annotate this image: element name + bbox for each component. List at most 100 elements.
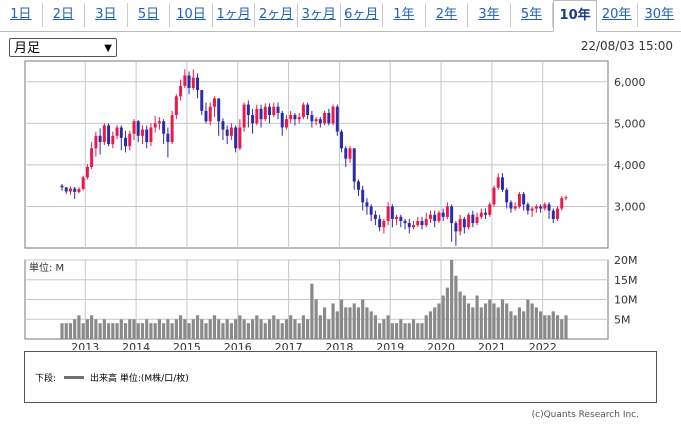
volume-bar xyxy=(526,299,530,339)
candle-body xyxy=(539,206,543,209)
x-tick-label: 2021 xyxy=(478,341,506,350)
candle-body xyxy=(259,108,263,120)
candle-body xyxy=(534,206,538,209)
candle-body xyxy=(433,214,437,221)
tab-5日[interactable]: 5日 xyxy=(128,3,171,27)
candle-body xyxy=(115,127,119,136)
candle-body xyxy=(441,212,445,217)
candle-body xyxy=(204,110,208,122)
volume-bar xyxy=(428,311,433,339)
candle-body xyxy=(191,77,195,89)
volume-bar xyxy=(301,315,305,339)
volume-bar xyxy=(145,319,149,339)
tab-2ヶ月[interactable]: 2ヶ月 xyxy=(255,3,298,27)
candle-body xyxy=(403,220,407,224)
tab-20年[interactable]: 20年 xyxy=(596,3,639,27)
candle-body xyxy=(335,106,339,132)
candle-body xyxy=(369,206,373,215)
candle-body xyxy=(238,127,242,149)
x-tick-label: 2013 xyxy=(71,341,99,350)
tab-1日[interactable]: 1日 xyxy=(0,3,43,27)
volume-bar xyxy=(555,315,560,339)
volume-bar xyxy=(217,319,221,339)
tab-3日[interactable]: 3日 xyxy=(85,3,128,27)
candle-body xyxy=(356,181,360,190)
candle-body xyxy=(73,188,77,192)
volume-bar xyxy=(348,307,352,339)
volume-tick-label: 5M xyxy=(614,313,631,326)
tab-2年[interactable]: 2年 xyxy=(426,3,469,27)
candle-body xyxy=(500,177,504,190)
volume-bar xyxy=(251,319,255,339)
volume-bar xyxy=(191,319,195,339)
tab-10年[interactable]: 10年 xyxy=(553,0,597,32)
volume-bar xyxy=(356,307,361,339)
volume-bar xyxy=(547,315,551,339)
candle-body xyxy=(479,212,483,217)
tab-6ヶ月[interactable]: 6ヶ月 xyxy=(341,3,384,27)
x-tick-label: 2014 xyxy=(122,341,150,350)
volume-bar xyxy=(153,323,157,339)
price-panel xyxy=(24,60,609,249)
candle-body xyxy=(255,108,259,124)
volume-bar xyxy=(339,299,344,339)
volume-bar xyxy=(195,315,200,339)
volume-bar xyxy=(166,319,170,339)
volume-bar xyxy=(539,311,543,339)
volume-bar xyxy=(94,319,98,339)
candle-body xyxy=(445,206,449,217)
tab-5年[interactable]: 5年 xyxy=(511,3,554,27)
volume-bar xyxy=(204,323,208,339)
volume-bar xyxy=(64,323,68,339)
candle-body xyxy=(314,119,318,122)
candle-body xyxy=(420,220,424,226)
candle-body xyxy=(331,106,335,124)
volume-bar xyxy=(107,323,111,339)
candle-body xyxy=(454,223,458,232)
candle-body xyxy=(462,218,466,228)
candle-body xyxy=(268,106,272,116)
candle-body xyxy=(407,223,411,228)
candle-body xyxy=(509,202,513,209)
candle-body xyxy=(246,104,250,116)
tab-3ヶ月[interactable]: 3ヶ月 xyxy=(298,3,341,27)
candle-body xyxy=(522,193,526,205)
legend-volume-swatch xyxy=(64,376,84,379)
candle-body xyxy=(174,96,178,116)
volume-bar xyxy=(458,291,462,339)
candle-body xyxy=(318,119,322,124)
volume-bar xyxy=(149,323,153,339)
tab-1ヶ月[interactable]: 1ヶ月 xyxy=(213,3,256,27)
candle-body xyxy=(488,204,492,215)
tab-2日[interactable]: 2日 xyxy=(43,3,86,27)
volume-bar xyxy=(208,319,212,339)
volume-bar xyxy=(386,315,390,339)
candle-body xyxy=(179,85,183,97)
volume-bar xyxy=(68,323,73,339)
tab-1年[interactable]: 1年 xyxy=(383,3,426,27)
candle-body xyxy=(327,112,331,124)
x-tick-label: 2018 xyxy=(325,341,353,350)
tab-10日[interactable]: 10日 xyxy=(170,3,213,27)
volume-bar xyxy=(140,323,145,339)
volume-bar xyxy=(441,295,445,339)
candle-body xyxy=(530,208,534,211)
candle-body xyxy=(128,133,132,147)
period-select-value: 月足 xyxy=(14,41,41,56)
volume-bar xyxy=(378,323,382,339)
period-select[interactable]: 月足 ▼ xyxy=(9,38,117,57)
candle-body xyxy=(293,115,297,120)
candle-body xyxy=(475,216,479,224)
tab-30年[interactable]: 30年 xyxy=(644,7,674,22)
volume-bar xyxy=(81,323,85,339)
volume-bar xyxy=(467,303,471,339)
volume-bar xyxy=(157,319,161,339)
tab-3年[interactable]: 3年 xyxy=(468,3,511,27)
candle-body xyxy=(196,77,200,91)
volume-bar xyxy=(238,315,242,339)
volume-bar xyxy=(420,323,424,339)
volume-bar xyxy=(513,315,517,339)
volume-bar xyxy=(187,323,191,339)
volume-bar xyxy=(123,323,128,339)
volume-bar xyxy=(179,315,183,339)
